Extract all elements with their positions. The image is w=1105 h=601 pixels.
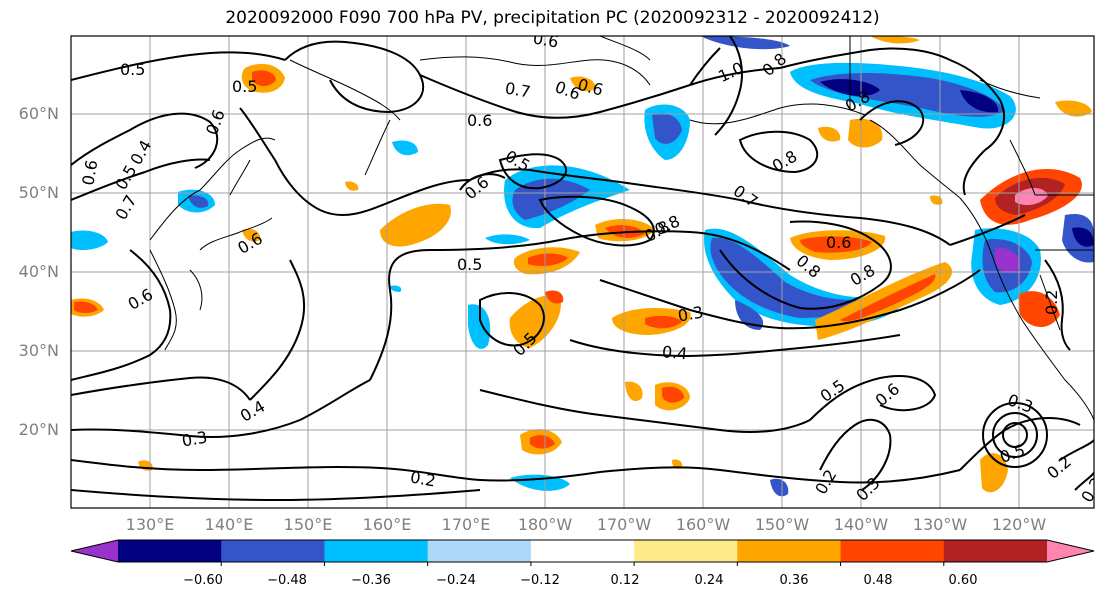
contour-label: 0.3	[676, 302, 704, 325]
lon-label: 130°E	[125, 515, 175, 534]
colorbar-tick-label: −0.36	[351, 573, 391, 588]
contour-label: 0.5	[120, 60, 145, 79]
precip-shading	[71, 36, 1094, 497]
colorbar-extend-max	[1047, 540, 1094, 562]
colorbar-swatch	[221, 540, 325, 562]
contour-label: 0.6	[202, 107, 229, 137]
contour-label: 0.3	[852, 473, 883, 504]
contour-label: 0.3	[180, 427, 208, 450]
colorbar-tick-label: −0.48	[267, 573, 307, 588]
contour-label: 0.4	[126, 137, 155, 169]
colorbar	[70, 539, 1095, 566]
colorbar-swatch	[634, 540, 738, 562]
lat-label: 60°N	[18, 104, 59, 123]
coastlines	[149, 36, 1094, 421]
colorbar-swatch	[737, 540, 842, 562]
colorbar-swatch	[427, 540, 532, 562]
contour-label: 0.2	[1077, 474, 1105, 506]
lon-label: 150°E	[283, 515, 333, 534]
lon-label: 180°W	[517, 515, 573, 534]
colorbar-tick-label: −0.12	[520, 573, 560, 588]
lon-label: 160°E	[362, 515, 412, 534]
colorbar-swatch	[530, 540, 635, 562]
lat-label: 40°N	[18, 262, 59, 281]
contour-label: 0.5	[232, 77, 257, 96]
contour-label: 0.2	[811, 466, 840, 498]
colorbar-extend-min	[71, 540, 118, 562]
contour-label: 0.7	[730, 181, 762, 211]
colorbar-swatch	[840, 540, 945, 562]
colorbar-tick-label: −0.60	[183, 573, 223, 588]
contour-label: 0.6	[826, 233, 851, 252]
map-frame	[70, 35, 1095, 509]
colorbar-tick-label: 0.60	[948, 573, 978, 588]
lon-label: 140°E	[204, 515, 254, 534]
colorbar-tick-label: 0.12	[610, 573, 640, 588]
lon-label: 160°W	[675, 515, 731, 534]
lat-label: 20°N	[18, 420, 59, 439]
lon-label: 140°W	[833, 515, 889, 534]
contour-label: 0.5	[457, 255, 482, 274]
contour-label: 0.2	[1042, 290, 1061, 315]
contour-label: 0.8	[759, 49, 791, 80]
contour-label: 0.8	[847, 260, 879, 289]
lat-label: 50°N	[18, 183, 59, 202]
lon-label: 120°W	[991, 515, 1047, 534]
colorbar-swatch	[943, 540, 1048, 562]
colorbar-tick-label: 0.48	[863, 573, 893, 588]
contour-label: 0.6	[576, 75, 606, 100]
lon-label: 170°W	[596, 515, 652, 534]
contour-label: 0.7	[504, 78, 532, 101]
pv-contours	[71, 36, 1094, 502]
contour-label: 0.6	[234, 229, 266, 258]
contour-label: 0.2	[409, 467, 437, 490]
contour-label: 0.6	[532, 28, 560, 51]
contour-label: 0.6	[872, 379, 904, 410]
contour-label: 0.5	[817, 376, 849, 406]
contour-label: 0.6	[125, 285, 157, 314]
lon-label: 170°E	[441, 515, 491, 534]
contour-label: 0.4	[237, 396, 269, 425]
colorbar-tick-label: 0.36	[779, 573, 809, 588]
colorbar-swatch	[118, 540, 222, 562]
colorbar-outline	[70, 539, 1095, 563]
contour-label: 0.7	[111, 192, 140, 224]
contour-label: 0.4	[661, 342, 688, 363]
contour-label: 0.6	[467, 111, 492, 130]
lat-label: 30°N	[18, 341, 59, 360]
contour-label: 0.6	[78, 158, 101, 186]
lon-label: 130°W	[912, 515, 968, 534]
contour-label: 0.5	[111, 162, 140, 194]
graticule	[71, 36, 1094, 508]
colorbar-tick-label: −0.24	[436, 573, 476, 588]
colorbar-tick-label: 0.24	[694, 573, 724, 588]
contour-label: 0.2	[1043, 452, 1075, 483]
lon-label: 150°W	[754, 515, 810, 534]
map-title: 2020092000 F090 700 hPa PV, precipitatio…	[225, 8, 880, 28]
colorbar-swatch	[324, 540, 429, 562]
